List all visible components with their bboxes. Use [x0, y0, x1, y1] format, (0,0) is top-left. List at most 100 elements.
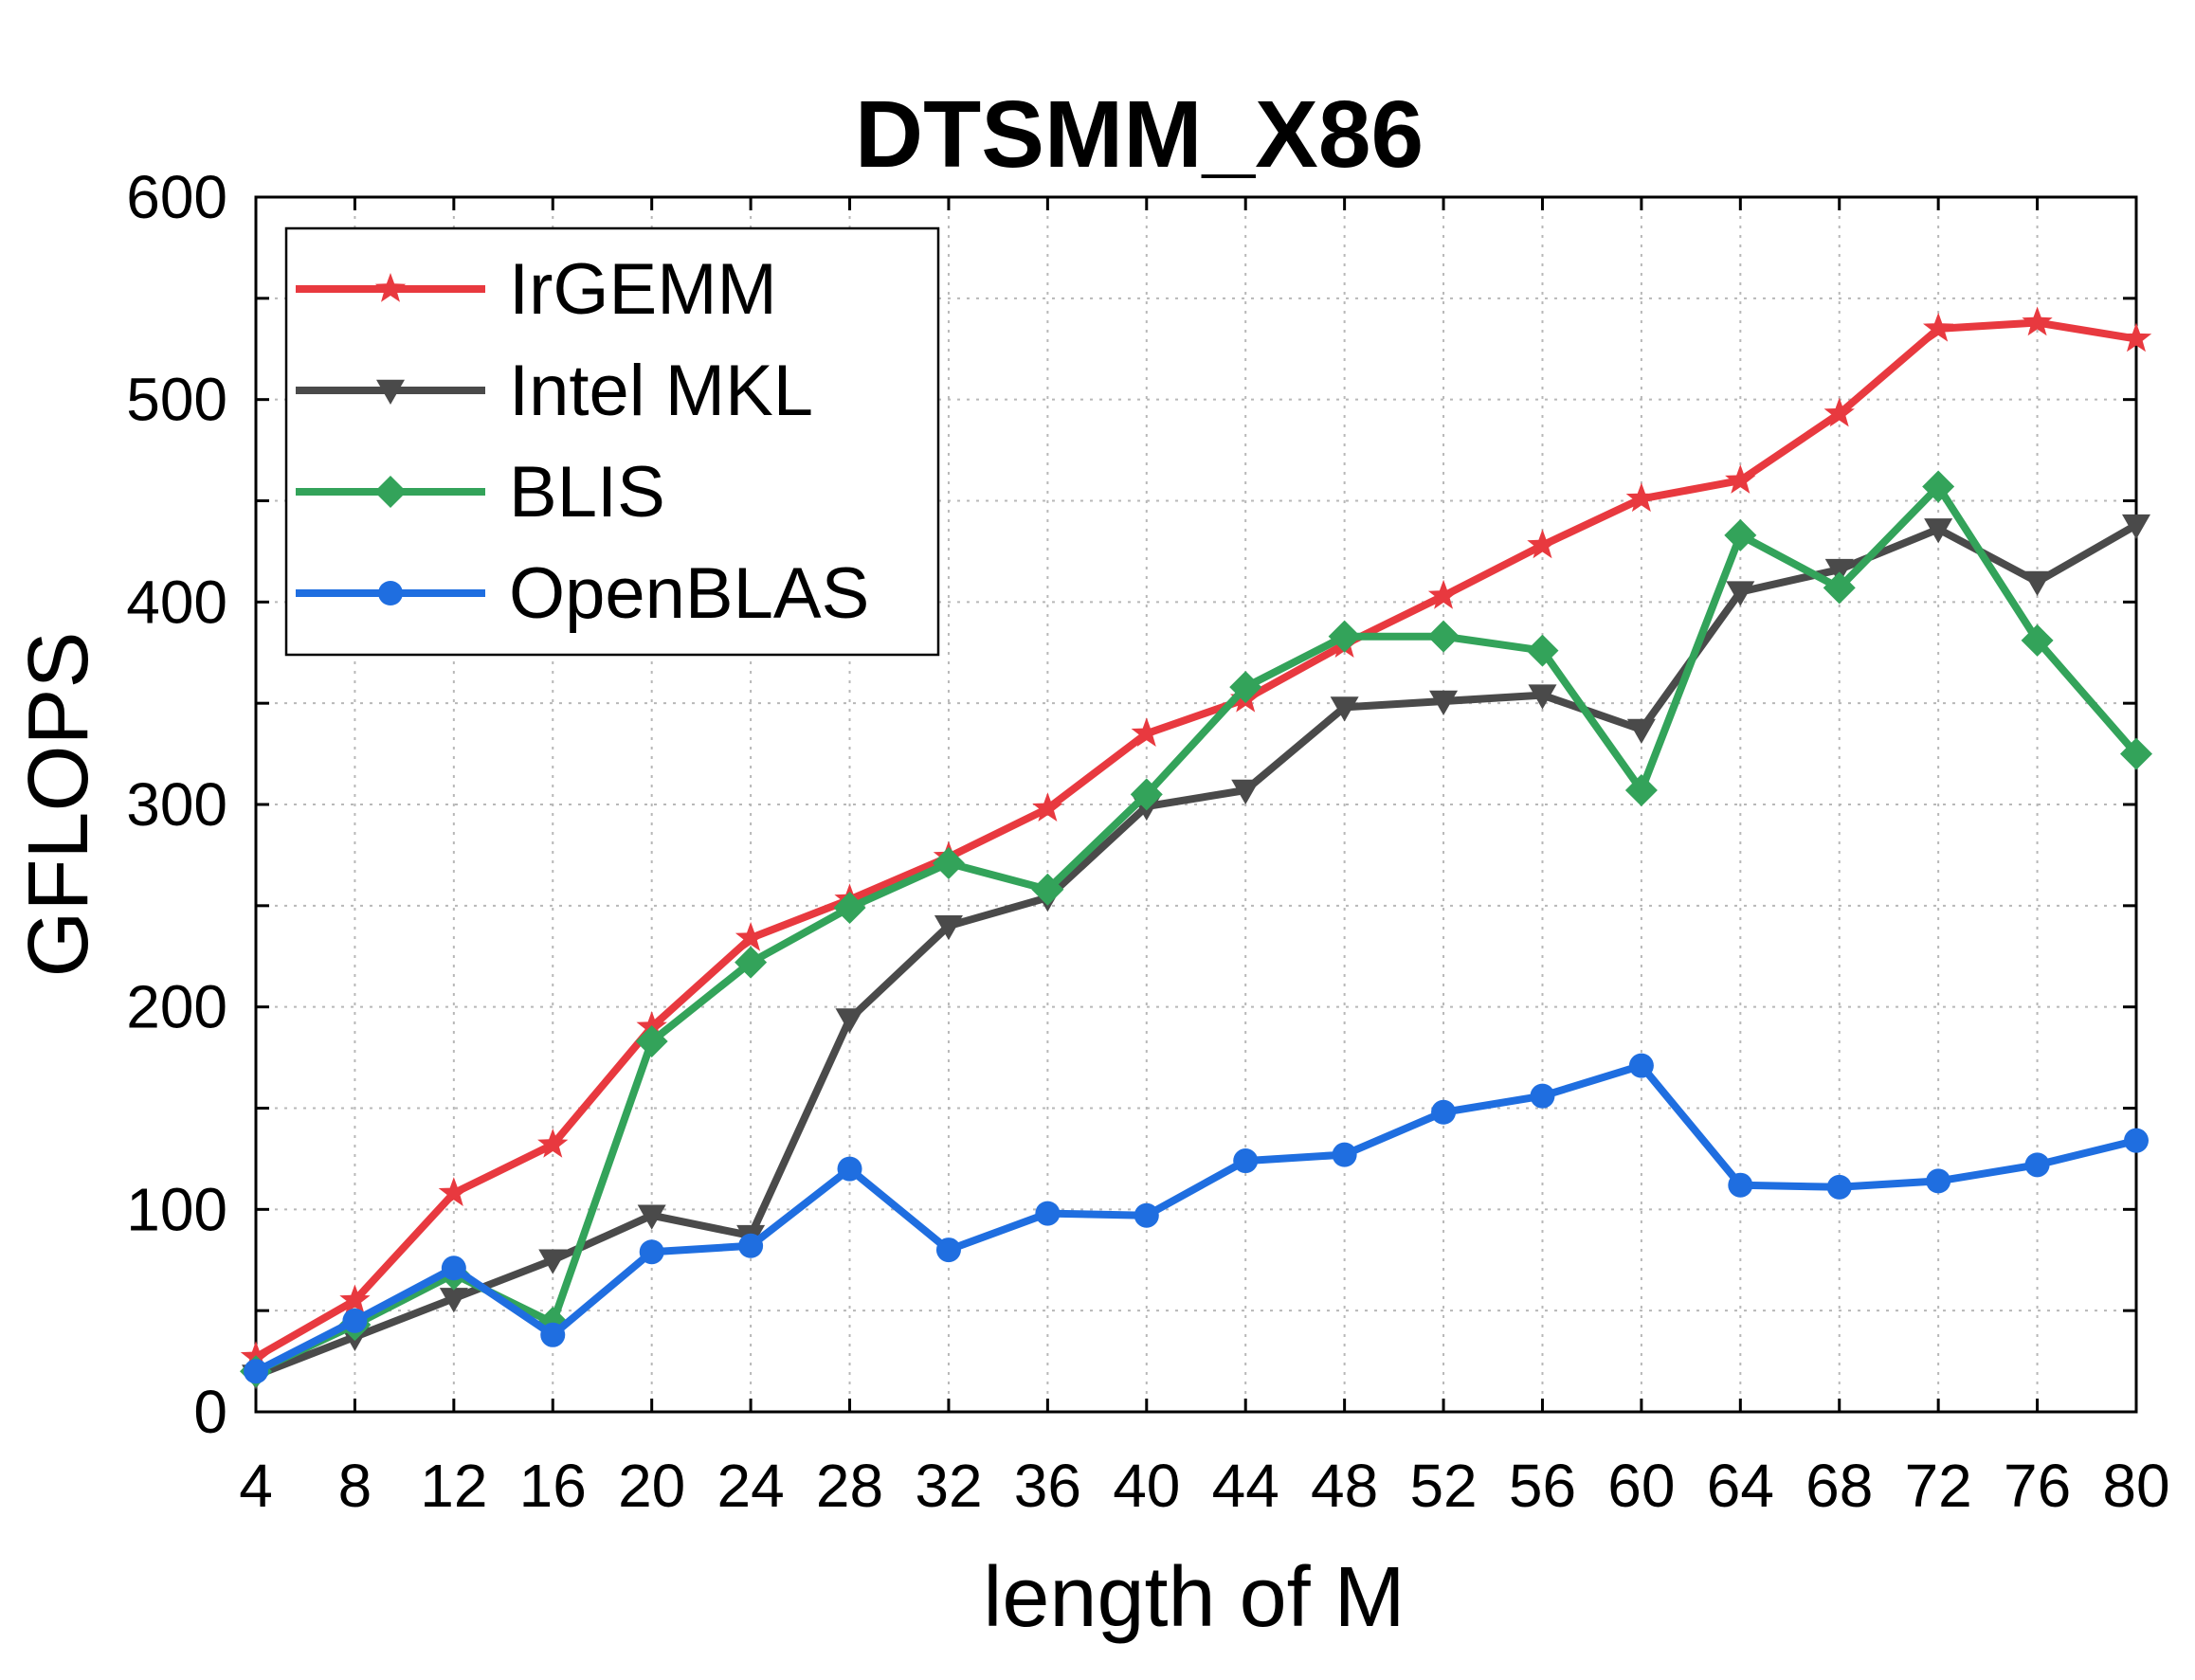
legend-marker [374, 273, 407, 302]
data-point-openblas [837, 1156, 862, 1182]
data-point-blis [1823, 571, 1856, 605]
legend-entry-blis: BLIS [296, 452, 665, 533]
x-tick-label: 32 [915, 1452, 982, 1520]
data-point-openblas [441, 1255, 466, 1281]
data-point-irgemm [1823, 397, 1855, 427]
legend-label: IrGEMM [509, 249, 777, 330]
data-point-irgemm [1427, 579, 1460, 609]
data-point-irgemm [537, 1129, 569, 1158]
series-blis [240, 470, 2152, 1388]
legend-entry-openblas: OpenBLAS [296, 553, 869, 634]
data-point-openblas [1332, 1142, 1357, 1167]
data-point-irgemm [1625, 482, 1658, 513]
data-point-blis [1031, 873, 1064, 906]
x-tick-label: 52 [1409, 1452, 1477, 1520]
x-tick-label: 72 [1905, 1452, 1972, 1520]
data-point-openblas [1233, 1148, 1259, 1174]
x-tick-label: 64 [1707, 1452, 1774, 1520]
legend-marker [378, 581, 403, 605]
data-point-blis [1229, 671, 1262, 704]
x-tick-label: 60 [1607, 1452, 1675, 1520]
data-point-intel-mkl [2122, 514, 2150, 540]
data-point-blis [1724, 518, 1757, 551]
y-tick-label: 100 [126, 1175, 227, 1243]
data-point-intel-mkl [439, 1288, 468, 1313]
x-tick-label: 56 [1509, 1452, 1576, 1520]
x-tick-label: 12 [420, 1452, 487, 1520]
data-point-blis [833, 891, 866, 924]
data-point-intel-mkl [1924, 518, 1953, 544]
data-point-intel-mkl [2023, 570, 2052, 596]
x-axis-label: length of M [983, 1550, 1405, 1645]
data-point-irgemm [1725, 464, 1756, 494]
data-point-openblas [1728, 1172, 1753, 1198]
series-line-blis [252, 482, 2140, 1376]
data-point-irgemm [735, 922, 767, 951]
data-point-openblas [342, 1308, 368, 1333]
data-point-blis [1427, 620, 1460, 653]
data-point-irgemm [1923, 312, 1954, 342]
legend-entry-intel-mkl: Intel MKL [296, 351, 813, 431]
legend-label: BLIS [509, 452, 665, 533]
data-point-openblas [639, 1239, 664, 1265]
series-line-openblas [252, 1061, 2140, 1376]
y-tick-label: 0 [193, 1378, 227, 1446]
data-point-openblas [1530, 1083, 1555, 1109]
data-point-intel-mkl [1626, 718, 1656, 744]
data-point-blis [1328, 620, 1361, 653]
x-tick-label: 28 [816, 1452, 883, 1520]
y-tick-label: 400 [126, 568, 227, 636]
x-tick-label: 68 [1805, 1452, 1873, 1520]
data-point-openblas [2124, 1128, 2149, 1153]
data-point-intel-mkl [637, 1204, 666, 1230]
data-point-openblas [244, 1359, 268, 1384]
data-point-blis [2021, 623, 2054, 657]
data-point-intel-mkl [1330, 696, 1359, 722]
data-point-blis [1130, 778, 1163, 811]
x-tick-label: 40 [1113, 1452, 1180, 1520]
data-point-irgemm [339, 1284, 371, 1314]
x-axis-ticks: 4 8 12 16 20 24 28 32 36 40 44 48 52 56 60 64 68 72 76 80 [239, 197, 2170, 1520]
legend-entry-irgemm: IrGEMM [296, 249, 777, 330]
data-point-openblas [1431, 1099, 1457, 1125]
x-tick-label: 36 [1014, 1452, 1081, 1520]
data-point-openblas [1926, 1168, 1951, 1194]
x-tick-label: 44 [1212, 1452, 1279, 1520]
data-point-irgemm [2022, 306, 2053, 336]
series-line-irgemm [252, 318, 2140, 1362]
data-point-blis [1922, 470, 1955, 503]
data-point-intel-mkl [538, 1249, 568, 1274]
data-point-blis [635, 1024, 668, 1057]
data-point-irgemm [2120, 322, 2152, 352]
data-point-intel-mkl [1528, 684, 1557, 710]
data-point-irgemm [1032, 792, 1063, 822]
data-point-intel-mkl [1231, 779, 1261, 805]
data-point-irgemm [1131, 717, 1162, 747]
data-point-openblas [1134, 1202, 1159, 1228]
series-openblas [244, 1053, 2149, 1384]
data-point-openblas [1826, 1174, 1852, 1200]
y-axis-ticks: 0 100 200 300 400 500 600 [126, 163, 2136, 1446]
x-tick-label: 16 [519, 1452, 587, 1520]
x-tick-label: 8 [338, 1452, 372, 1520]
x-tick-label: 48 [1311, 1452, 1378, 1520]
data-point-blis [735, 946, 768, 979]
data-point-intel-mkl [835, 1008, 864, 1034]
data-point-irgemm [438, 1177, 469, 1206]
data-point-openblas [1035, 1201, 1061, 1226]
data-point-irgemm [1527, 529, 1558, 559]
x-tick-label: 24 [717, 1452, 785, 1520]
y-tick-label: 500 [126, 366, 227, 434]
series-line-intel-mkl [252, 521, 2140, 1380]
data-point-openblas [540, 1322, 566, 1347]
data-point-blis [932, 846, 965, 879]
series-lines [240, 306, 2152, 1390]
x-tick-label: 20 [618, 1452, 685, 1520]
chart-title: DTSMM_X86 [855, 81, 1424, 188]
legend-label: Intel MKL [509, 351, 813, 431]
data-point-blis [1624, 774, 1658, 807]
legend-marker [376, 379, 405, 405]
y-tick-label: 200 [126, 973, 227, 1041]
data-point-openblas [2024, 1152, 2050, 1178]
